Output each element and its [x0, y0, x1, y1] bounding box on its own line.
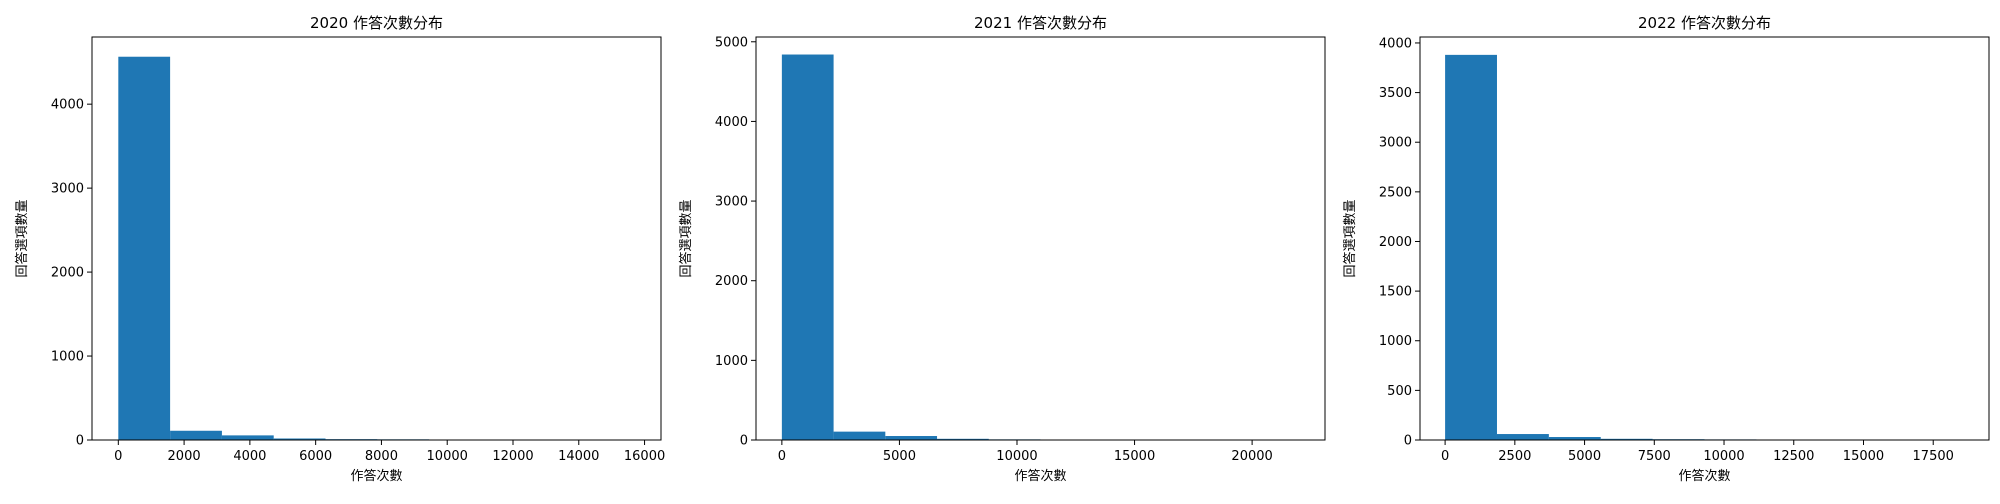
- x-tick-label: 0: [114, 449, 122, 464]
- x-tick-label: 12500: [1773, 449, 1814, 464]
- x-tick-label: 14000: [558, 449, 599, 464]
- histogram-bar: [834, 432, 886, 440]
- x-tick-label: 0: [1441, 449, 1449, 464]
- x-tick-label: 15000: [1114, 449, 1155, 464]
- x-tick-label: 10000: [996, 449, 1037, 464]
- y-tick-label: 1000: [1379, 334, 1412, 349]
- y-tick-label: 0: [1404, 434, 1412, 449]
- histogram-bar: [222, 435, 274, 440]
- chart-panel-2: 0 5000 10000 15000 20000 0 1000 2000 3000 4000 500…: [678, 14, 1325, 484]
- x-tick-label: 0: [778, 449, 786, 464]
- x-tick-label: 7500: [1638, 449, 1671, 464]
- y-tick-label: 4000: [51, 98, 84, 113]
- histogram-bar: [1445, 55, 1497, 440]
- y-tick-label: 4000: [715, 115, 748, 130]
- x-tick-label: 16000: [624, 449, 665, 464]
- x-tick-label: 5000: [883, 449, 916, 464]
- x-tick-label: 4000: [233, 449, 266, 464]
- x-tick-label: 10000: [427, 449, 468, 464]
- x-axis-label: 作答次數: [1014, 468, 1066, 484]
- y-axis-label: 回答選項數量: [678, 199, 694, 277]
- x-tick-label: 6000: [299, 449, 332, 464]
- x-tick-label: 8000: [365, 449, 398, 464]
- chart-title: 2020 作答次數分布: [310, 14, 443, 32]
- chart-title: 2022 作答次數分布: [1638, 14, 1771, 32]
- histogram-bar: [885, 436, 937, 440]
- x-tick-label: 17500: [1913, 449, 1954, 464]
- y-tick-label: 5000: [715, 35, 748, 50]
- y-tick-label: 3500: [1379, 86, 1412, 101]
- chart-panel-1: 0 2000 4000 6000 8000 10000 12000 14000 16000 0 10…: [14, 14, 665, 484]
- y-tick-label: 4000: [1379, 36, 1412, 51]
- x-tick-label: 20000: [1231, 449, 1272, 464]
- y-tick-label: 3000: [51, 182, 84, 197]
- y-tick-label: 0: [740, 434, 748, 449]
- y-tick-label: 500: [1387, 384, 1412, 399]
- x-tick-label: 2000: [168, 449, 201, 464]
- x-axis-label: 作答次數: [1678, 468, 1730, 484]
- y-axis-label: 回答選項數量: [1342, 199, 1358, 277]
- chart-panel-3: 0 2500 5000 7500 10000 12500 15000 17500 0 500 100…: [1342, 14, 1989, 484]
- x-tick-label: 10000: [1703, 449, 1744, 464]
- histogram-bar: [170, 431, 222, 440]
- chart-title: 2021 作答次數分布: [974, 14, 1107, 32]
- y-tick-label: 1500: [1379, 285, 1412, 300]
- x-tick-label: 2500: [1498, 449, 1531, 464]
- plot-frame: [756, 37, 1325, 440]
- y-tick-label: 3000: [1379, 136, 1412, 151]
- x-axis-label: 作答次數: [350, 468, 402, 484]
- y-tick-label: 1000: [51, 350, 84, 365]
- histogram-bar: [1497, 434, 1549, 440]
- plot-frame: [1420, 37, 1989, 440]
- plot-frame: [92, 37, 661, 440]
- y-tick-label: 2000: [51, 266, 84, 281]
- y-tick-label: 2500: [1379, 185, 1412, 200]
- x-tick-label: 15000: [1843, 449, 1884, 464]
- y-axis-label: 回答選項數量: [14, 199, 30, 277]
- x-tick-label: 12000: [492, 449, 533, 464]
- y-tick-label: 0: [76, 434, 84, 449]
- y-tick-label: 2000: [1379, 235, 1412, 250]
- y-tick-label: 1000: [715, 354, 748, 369]
- y-tick-label: 3000: [715, 195, 748, 210]
- x-tick-label: 5000: [1568, 449, 1601, 464]
- histogram-bar: [782, 55, 834, 440]
- y-tick-label: 2000: [715, 274, 748, 289]
- histogram-bar: [118, 57, 170, 440]
